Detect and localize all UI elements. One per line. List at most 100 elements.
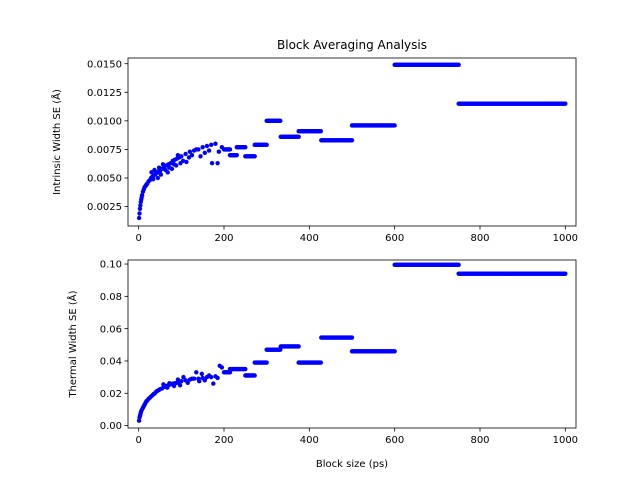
intrinsic-y-tick-label: 0.0150	[87, 59, 122, 70]
intrinsic-y-tick-label: 0.0125	[87, 88, 122, 99]
intrinsic-data-point	[155, 175, 161, 181]
intrinsic-step-point	[252, 154, 257, 159]
thermal-data-point	[177, 382, 183, 388]
intrinsic-y-tick-label: 0.0100	[87, 116, 122, 127]
intrinsic-data-point	[186, 155, 192, 160]
intrinsic-data-point	[189, 152, 195, 158]
intrinsic-data-point	[202, 150, 207, 156]
intrinsic-data-point	[137, 206, 143, 212]
intrinsic-data-point	[216, 149, 222, 154]
thermal-step-point	[349, 335, 355, 340]
intrinsic-step-point	[563, 101, 568, 106]
intrinsic-y-tick-label: 0.0025	[87, 202, 122, 213]
intrinsic-x-tick-label: 0	[135, 233, 141, 244]
thermal-y-tick-label: 0.06	[100, 324, 122, 335]
thermal-data-points	[136, 262, 568, 423]
intrinsic-step-point	[296, 134, 301, 140]
intrinsic-data-point	[209, 160, 215, 166]
thermal-data-point	[185, 380, 190, 385]
intrinsic-data-point	[200, 144, 205, 150]
intrinsic-data-point	[158, 172, 164, 177]
intrinsic-data-point	[180, 158, 186, 164]
intrinsic-y-tick-label: 0.0050	[87, 174, 122, 185]
thermal-data-point	[197, 378, 202, 384]
thermal-data-point	[199, 371, 205, 377]
thermal-data-point	[211, 381, 216, 386]
thermal-data-point	[167, 381, 172, 386]
intrinsic-data-point	[184, 159, 189, 165]
thermal-x-tick-label: 400	[300, 435, 319, 446]
intrinsic-step-point	[318, 128, 324, 134]
intrinsic-data-point	[194, 147, 199, 152]
thermal-step-point	[563, 271, 568, 276]
thermal-width-axes: 0 200 400 600 800 1000 0.00 0.02 0.04 0.06 0.08 0.1…	[66, 259, 578, 470]
intrinsic-x-tick-label: 200	[214, 233, 233, 244]
intrinsic-data-point	[179, 154, 184, 159]
thermal-x-tick-label: 200	[214, 435, 233, 446]
thermal-data-point	[165, 385, 170, 390]
intrinsic-data-point	[187, 149, 193, 154]
intrinsic-data-point	[174, 163, 179, 168]
intrinsic-data-point	[206, 148, 212, 153]
intrinsic-data-point	[175, 152, 181, 158]
x-axis-label: Block size (ps)	[316, 459, 388, 470]
intrinsic-data-point	[137, 211, 142, 216]
thermal-step-point	[252, 373, 257, 378]
intrinsic-step-point	[278, 118, 283, 124]
intrinsic-data-point	[209, 142, 214, 148]
thermal-data-point	[194, 370, 199, 375]
intrinsic-x-tick-label: 400	[300, 233, 319, 244]
thermal-x-tick-label: 1000	[553, 435, 578, 446]
intrinsic-data-point	[169, 166, 175, 172]
intrinsic-x-tick-label: 1000	[553, 233, 578, 244]
thermal-step-point	[318, 360, 324, 365]
thermal-data-point	[175, 377, 181, 382]
intrinsic-data-point	[136, 215, 142, 221]
intrinsic-step-point	[456, 62, 461, 68]
intrinsic-data-point	[183, 151, 188, 157]
thermal-step-point	[456, 262, 461, 268]
thermal-data-point	[189, 376, 195, 381]
intrinsic-ticks: 0 200 400 600 800 1000 0.0025 0.0050 0.0075 0.010…	[87, 59, 578, 244]
thermal-y-tick-label: 0.08	[100, 292, 122, 303]
thermal-axes-frame	[127, 259, 577, 429]
thermal-y-tick-label: 0.00	[100, 421, 122, 432]
thermal-step-point	[243, 366, 248, 372]
thermal-y-tick-label: 0.10	[100, 260, 122, 271]
thermal-data-point	[219, 365, 225, 370]
thermal-y-axis-label: Thermal Width SE (Å)	[66, 290, 79, 398]
intrinsic-data-point	[198, 154, 203, 159]
thermal-data-point	[202, 378, 207, 383]
thermal-data-point	[179, 378, 184, 384]
intrinsic-axes-frame	[127, 57, 577, 227]
intrinsic-width-axes: Block Averaging Analysis 0 200 400 600 800 10…	[50, 38, 578, 244]
intrinsic-step-point	[243, 144, 248, 150]
thermal-ticks: 0 200 400 600 800 1000 0.00 0.02 0.04 0.06 0.08 0.1…	[100, 260, 578, 446]
thermal-y-tick-label: 0.04	[100, 357, 122, 368]
intrinsic-data-point	[213, 141, 218, 146]
intrinsic-y-tick-label: 0.0075	[87, 145, 122, 156]
intrinsic-step-point	[349, 138, 355, 143]
intrinsic-data-point	[204, 143, 210, 149]
intrinsic-data-point	[215, 160, 220, 166]
thermal-data-point	[215, 375, 220, 381]
thermal-data-point	[171, 383, 177, 389]
intrinsic-step-point	[234, 152, 239, 158]
intrinsic-data-point	[156, 165, 162, 170]
intrinsic-step-point	[392, 123, 397, 128]
intrinsic-step-point	[264, 142, 269, 148]
intrinsic-step-point	[227, 147, 233, 152]
thermal-x-tick-label: 600	[385, 435, 404, 446]
intrinsic-data-point	[152, 167, 157, 173]
thermal-step-point	[264, 360, 269, 365]
thermal-data-point	[181, 374, 186, 380]
thermal-x-tick-label: 0	[135, 435, 141, 446]
thermal-data-point	[161, 382, 166, 387]
intrinsic-data-points	[136, 62, 568, 221]
thermal-step-point	[392, 349, 397, 354]
thermal-step-point	[296, 344, 301, 349]
intrinsic-data-point	[149, 170, 154, 175]
thermal-data-point	[136, 418, 142, 423]
intrinsic-data-point	[160, 162, 166, 167]
